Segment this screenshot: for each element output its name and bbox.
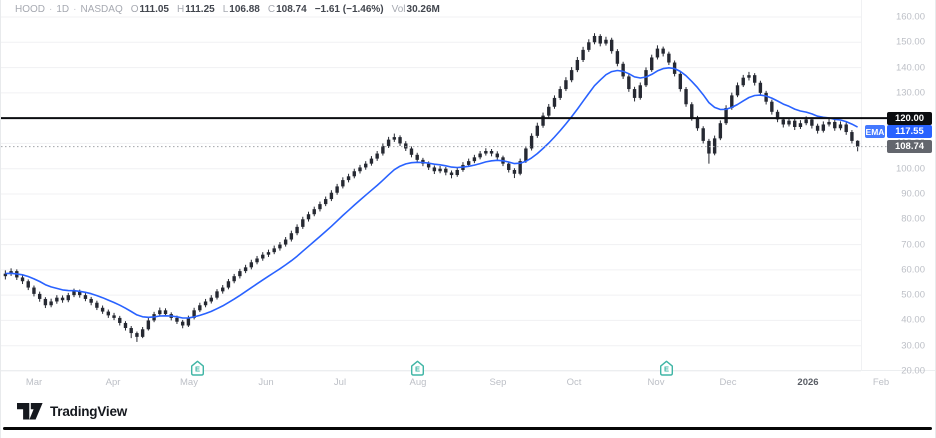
- price-axis-label: 140.00: [895, 62, 925, 74]
- tradingview-logo[interactable]: TradingView: [17, 403, 127, 420]
- symbol-name[interactable]: HOOD: [15, 4, 45, 15]
- close-label: C: [267, 4, 276, 15]
- time-axis-label: Oct: [566, 377, 582, 388]
- last-price-badge: 108.74: [887, 140, 932, 154]
- volume-value: 30.26M: [406, 4, 440, 15]
- price-axis-label: 150.00: [895, 36, 925, 48]
- high-value: 111.25: [185, 4, 215, 15]
- price-axis-label: 160.00: [895, 11, 925, 23]
- price-level-badge: 120.00: [887, 111, 932, 125]
- time-axis-label: 2026: [797, 377, 819, 388]
- price-axis-label: 100.00: [895, 163, 925, 175]
- tradingview-logomark-icon: [17, 403, 43, 420]
- price-axis-label: 70.00: [901, 239, 925, 251]
- volume-label: Vol: [391, 4, 406, 15]
- low-value: 106.88: [229, 4, 260, 15]
- ema-tag: EMA: [865, 125, 885, 139]
- svg-text:E: E: [194, 365, 199, 374]
- svg-text:E: E: [663, 365, 668, 374]
- bottom-window-bar: [3, 427, 932, 430]
- earnings-marker[interactable]: E: [659, 360, 674, 377]
- time-axis-label: Jun: [258, 377, 274, 388]
- earnings-marker[interactable]: E: [190, 360, 205, 377]
- ema-value-badge: 117.55: [887, 125, 932, 139]
- earnings-icon: E: [410, 360, 424, 376]
- price-axis-label: 80.00: [901, 213, 925, 225]
- close-value: 108.74: [276, 4, 307, 15]
- time-axis-label: May: [180, 377, 198, 388]
- gridlines-layer: [1, 16, 861, 372]
- low-label: L: [222, 4, 229, 15]
- interval-value[interactable]: 1D: [56, 4, 70, 15]
- exchange-name[interactable]: NASDAQ: [80, 4, 123, 15]
- time-axis[interactable]: Mar Apr May Jun Jul Aug Sep Oct Nov Dec 2026 Feb: [1, 370, 935, 396]
- price-axis-label: 30.00: [901, 340, 925, 352]
- price-axis-label: 90.00: [901, 188, 925, 200]
- time-axis-label: Mar: [25, 377, 43, 388]
- high-label: H: [176, 4, 185, 15]
- price-axis-label: 50.00: [901, 289, 925, 301]
- separator-dot: ·: [49, 4, 53, 15]
- separator-dot: ·: [73, 4, 77, 15]
- tradingview-logo-text: TradingView: [50, 404, 128, 419]
- time-axis-label: Sep: [489, 377, 507, 388]
- time-axis-label: Apr: [105, 377, 121, 388]
- time-axis-label: Aug: [409, 377, 427, 388]
- ema-line[interactable]: [5, 67, 858, 319]
- open-value: 111.05: [139, 4, 169, 15]
- svg-text:E: E: [414, 365, 419, 374]
- price-axis-label: 40.00: [901, 314, 925, 326]
- earnings-marker[interactable]: E: [410, 360, 425, 377]
- price-axis-label: 130.00: [895, 87, 925, 99]
- earnings-icon: E: [190, 360, 204, 376]
- earnings-icon: E: [659, 360, 673, 376]
- time-axis-label: Nov: [647, 377, 665, 388]
- time-axis-label: Feb: [872, 377, 890, 388]
- price-axis-label: 60.00: [901, 264, 925, 276]
- price-axis-label: 20.00: [901, 365, 925, 377]
- time-axis-label: Dec: [719, 377, 737, 388]
- change-value: −1.61 (−1.46%): [314, 4, 384, 15]
- symbol-info-bar: HOOD · 1D · NASDAQ O 111.05 H 111.25 L 106.…: [15, 4, 440, 15]
- open-label: O: [130, 4, 139, 15]
- chart-canvas[interactable]: [1, 0, 936, 396]
- time-axis-label: Jul: [333, 377, 347, 388]
- price-axis[interactable]: 160.00150.00140.00130.00120.00110.00100.…: [859, 0, 935, 392]
